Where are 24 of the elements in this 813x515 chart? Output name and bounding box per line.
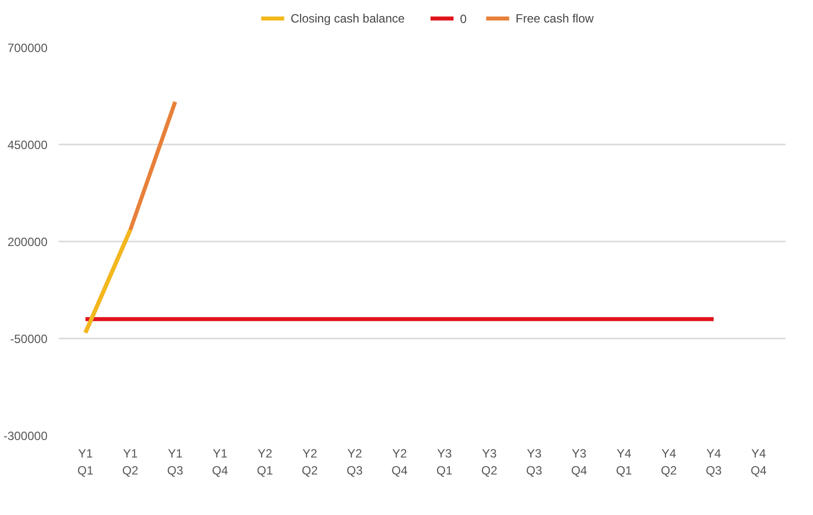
y-tick-label: 450000 bbox=[7, 138, 48, 152]
x-tick-label: Y3 Q4 bbox=[571, 446, 588, 478]
x-tick-label: Y4 Q3 bbox=[706, 446, 722, 478]
x-tick-label: Y2 Q2 bbox=[302, 446, 318, 478]
x-tick-label: Y3 Q3 bbox=[526, 446, 543, 478]
x-tick-label: Y2 Q1 bbox=[256, 446, 274, 478]
y-tick-label: -50000 bbox=[10, 332, 48, 346]
x-tick-label: Y3 Q1 bbox=[436, 446, 453, 478]
x-tick-label: Y2 Q4 bbox=[392, 446, 408, 478]
legend-label: 0 bbox=[460, 12, 467, 26]
x-tick-label: Y3 Q2 bbox=[481, 446, 498, 478]
y-tick-label: 200000 bbox=[7, 235, 48, 249]
x-tick-label: Y1 Q1 bbox=[77, 446, 94, 478]
legend-label: Free cash flow bbox=[516, 12, 594, 26]
x-tick-label: Y1 Q4 bbox=[212, 446, 228, 478]
x-tick-label: Y4 Q1 bbox=[616, 446, 632, 478]
x-tick-label: Y1 Q3 bbox=[167, 446, 184, 478]
legend-label: Closing cash balance bbox=[290, 12, 406, 26]
x-tick-label: Y1 Q2 bbox=[122, 446, 139, 478]
y-tick-label: 700000 bbox=[7, 41, 48, 55]
x-tick-label: Y4 Q4 bbox=[750, 446, 767, 478]
y-tick-label: -300000 bbox=[3, 429, 48, 443]
x-tick-label: Y2 Q3 bbox=[346, 446, 364, 478]
x-tick-label: Y4 Q2 bbox=[660, 446, 678, 478]
